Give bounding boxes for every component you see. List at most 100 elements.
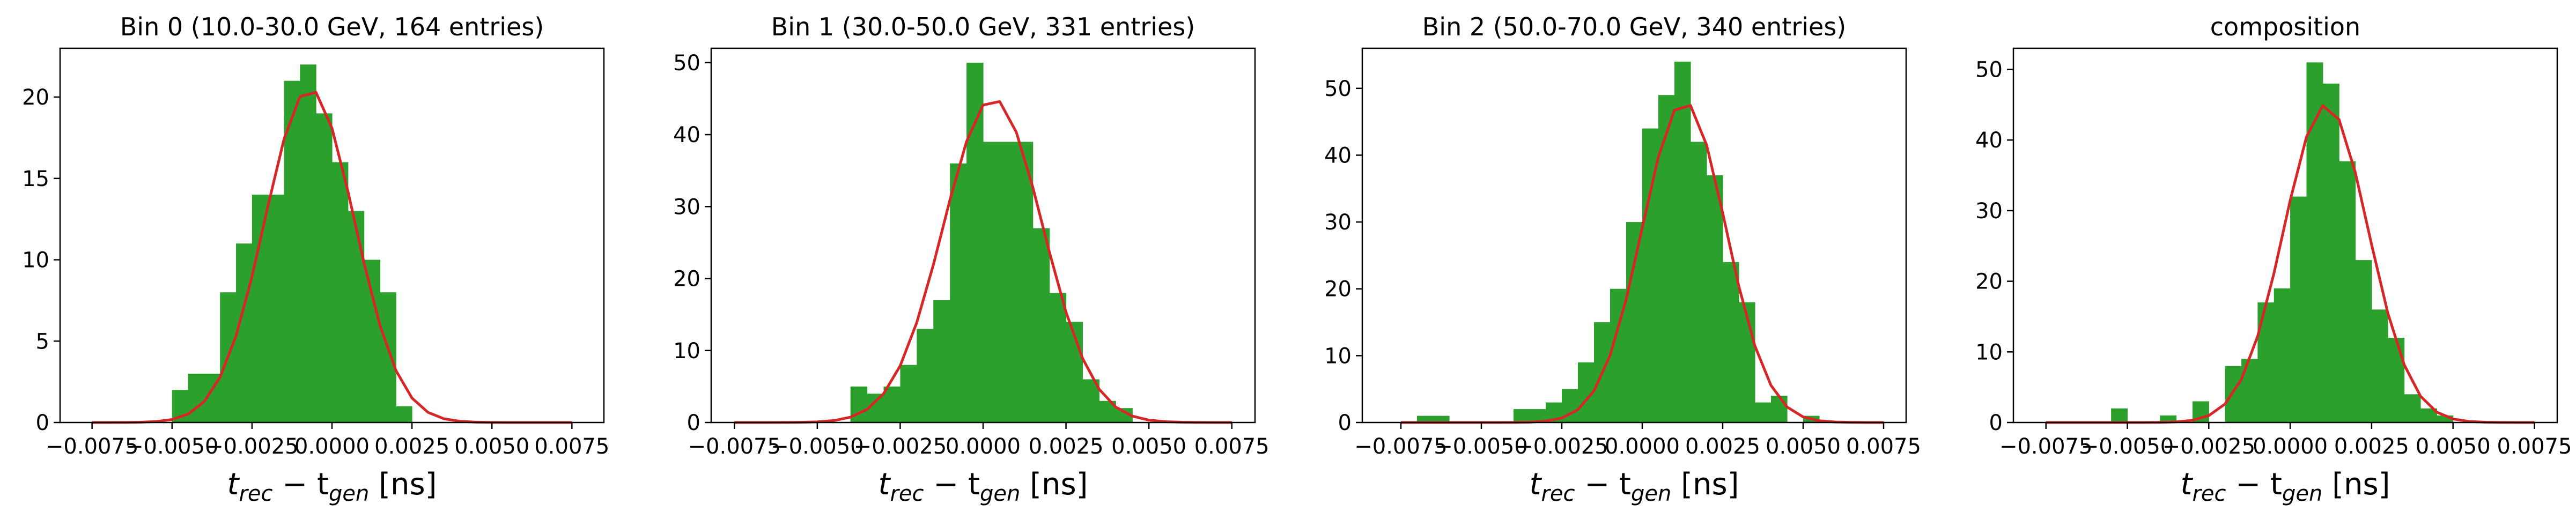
histogram-bar bbox=[999, 142, 1017, 422]
histogram-bar bbox=[1626, 222, 1643, 422]
y-tick-label: 50 bbox=[1975, 58, 2003, 83]
y-tick-label: 20 bbox=[1324, 277, 1352, 302]
y-tick-label: 0 bbox=[1989, 411, 2003, 435]
panel-1: Bin 1 (30.0-50.0 GeV, 331 entries) trec … bbox=[673, 12, 1269, 506]
histogram-bar bbox=[2355, 260, 2372, 422]
histogram-bar bbox=[364, 260, 381, 422]
x-tick-label: −0.0050 bbox=[2081, 434, 2174, 459]
x-tick-label: −0.0025 bbox=[1515, 434, 1608, 459]
x-tick-label: 0.0025 bbox=[1685, 434, 1760, 459]
y-tick-label: 50 bbox=[673, 51, 700, 76]
histogram-bar bbox=[2290, 196, 2307, 422]
x-tick-label: −0.0050 bbox=[1435, 434, 1527, 459]
y-tick-label: 0 bbox=[1338, 411, 1352, 435]
x-axis-label-unit: [ns] bbox=[2322, 467, 2390, 502]
axes-frame bbox=[1361, 47, 1907, 424]
histogram-bar bbox=[2371, 309, 2388, 422]
x-axis-label: trec − tgen [ns] bbox=[1529, 467, 1739, 506]
x-tick-label: −0.0050 bbox=[126, 434, 218, 459]
y-tick-label: 20 bbox=[1975, 270, 2003, 294]
x-axis-label: trec − tgen [ns] bbox=[2180, 467, 2390, 506]
histogram-bar bbox=[2306, 62, 2323, 423]
y-tick-label: 10 bbox=[1975, 340, 2003, 365]
x-axis-label-sub-rec: rec bbox=[239, 481, 272, 506]
panel-0: Bin 0 (10.0-30.0 GeV, 164 entries) trec … bbox=[22, 12, 609, 506]
histogram-bar bbox=[1049, 293, 1067, 422]
y-tick-label: 50 bbox=[1324, 77, 1352, 101]
x-axis-label-sub-rec: rec bbox=[890, 481, 924, 506]
histogram-bar bbox=[900, 365, 917, 422]
x-axis-label-unit: [ns] bbox=[369, 467, 437, 502]
x-tick-label: 0.0050 bbox=[1111, 434, 1186, 459]
x-tick-label: 0.0025 bbox=[374, 434, 449, 459]
y-tick-label: 30 bbox=[1975, 199, 2003, 224]
x-axis-label-main: t bbox=[2180, 467, 2193, 502]
panel-title: composition bbox=[2210, 12, 2360, 41]
histogram-bar bbox=[252, 195, 269, 422]
histogram-bar bbox=[933, 300, 950, 422]
x-axis-label-minus: − t bbox=[2226, 467, 2282, 502]
x-tick-label: −0.0050 bbox=[771, 434, 863, 459]
panel-title: Bin 0 (10.0-30.0 GeV, 164 entries) bbox=[120, 12, 544, 41]
y-tick-label: 10 bbox=[1324, 344, 1352, 368]
histogram-bar bbox=[2225, 366, 2242, 422]
y-tick-label: 0 bbox=[687, 411, 700, 435]
x-axis-label: trec − tgen [ns] bbox=[878, 467, 1088, 506]
y-tick-label: 20 bbox=[673, 267, 700, 292]
x-axis-label-minus: − t bbox=[924, 467, 980, 502]
x-tick-label: 0.0000 bbox=[946, 434, 1021, 459]
histogram-bar bbox=[316, 113, 333, 422]
histogram-bar bbox=[1674, 61, 1691, 423]
histogram-bar bbox=[966, 62, 984, 423]
x-axis-label-sub-gen: gen bbox=[980, 481, 1020, 506]
x-axis-label-main: t bbox=[227, 467, 240, 502]
x-tick-label: 0.0000 bbox=[1605, 434, 1680, 459]
y-tick-label: 20 bbox=[22, 85, 49, 110]
x-tick-label: 0.0025 bbox=[2334, 434, 2409, 459]
histogram-bar bbox=[1032, 228, 1050, 422]
axes-frame bbox=[2012, 47, 2558, 424]
histogram-bar bbox=[396, 406, 412, 422]
histogram-bar bbox=[917, 329, 934, 422]
y-tick-label: 40 bbox=[673, 123, 700, 147]
x-tick-label: −0.0075 bbox=[688, 434, 781, 459]
histogram-bar bbox=[1691, 142, 1707, 422]
y-tick-label: 40 bbox=[1324, 143, 1352, 168]
x-axis-label-main: t bbox=[1529, 467, 1542, 502]
histogram-bar bbox=[1755, 402, 1772, 422]
x-tick-label: 0.0025 bbox=[1029, 434, 1104, 459]
histogram-bar bbox=[1642, 128, 1659, 422]
histogram-bar bbox=[268, 195, 285, 422]
y-tick-label: 30 bbox=[673, 195, 700, 219]
x-tick-label: −0.0025 bbox=[2162, 434, 2255, 459]
histogram-bar bbox=[284, 80, 300, 422]
x-tick-label: 0.0050 bbox=[454, 434, 529, 459]
histogram-bar bbox=[2257, 302, 2275, 422]
histogram-bar bbox=[236, 243, 253, 422]
y-tick-label: 5 bbox=[36, 329, 49, 354]
x-tick-label: 0.0050 bbox=[1766, 434, 1841, 459]
x-tick-label: −0.0075 bbox=[1999, 434, 2092, 459]
histogram-bar bbox=[1417, 416, 1450, 422]
x-tick-label: 0.0075 bbox=[534, 434, 609, 459]
panel-3: composition trec − tgen [ns] −0.0075−0.0… bbox=[1975, 12, 2572, 506]
y-tick-label: 15 bbox=[22, 167, 49, 191]
histogram-bar bbox=[2241, 359, 2258, 422]
histogram-bar bbox=[2274, 288, 2291, 422]
x-tick-label: −0.0025 bbox=[205, 434, 298, 459]
y-tick-label: 0 bbox=[36, 411, 49, 435]
histogram-bar bbox=[2322, 83, 2339, 423]
y-tick-label: 10 bbox=[673, 339, 700, 364]
histogram-bar bbox=[983, 142, 1000, 422]
x-axis-label-sub-gen: gen bbox=[1631, 481, 1671, 506]
histogram-bar bbox=[348, 211, 365, 422]
x-tick-label: 0.0000 bbox=[294, 434, 370, 459]
x-axis-label-sub-rec: rec bbox=[1541, 481, 1575, 506]
panel-title: Bin 2 (50.0-70.0 GeV, 340 entries) bbox=[1422, 12, 1847, 41]
histogram-bar bbox=[1739, 302, 1755, 422]
histogram-bar bbox=[188, 373, 205, 422]
x-tick-label: −0.0075 bbox=[1354, 434, 1447, 459]
y-tick-label: 30 bbox=[1324, 210, 1352, 235]
x-tick-label: 0.0075 bbox=[1194, 434, 1269, 459]
histogram-bar bbox=[950, 163, 967, 422]
